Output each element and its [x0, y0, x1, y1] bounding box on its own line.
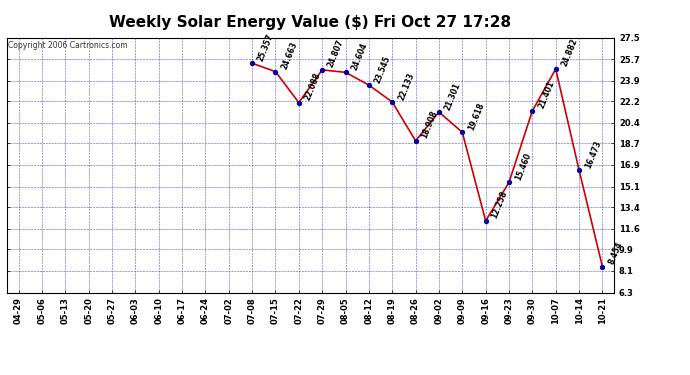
- Text: 18.908: 18.908: [420, 110, 439, 140]
- Text: 8.454: 8.454: [607, 240, 624, 266]
- Text: 24.807: 24.807: [326, 39, 346, 69]
- Point: [597, 264, 608, 270]
- Text: 22.133: 22.133: [397, 71, 415, 101]
- Point: [433, 109, 444, 115]
- Point: [386, 99, 397, 105]
- Text: 24.663: 24.663: [279, 40, 299, 71]
- Text: 21.401: 21.401: [537, 80, 555, 110]
- Text: 24.604: 24.604: [350, 41, 369, 72]
- Point: [573, 167, 584, 173]
- Point: [293, 100, 304, 106]
- Text: 19.618: 19.618: [466, 101, 486, 132]
- Text: 25.357: 25.357: [256, 32, 275, 63]
- Text: 22.088: 22.088: [303, 71, 322, 102]
- Text: 21.301: 21.301: [443, 81, 462, 111]
- Text: 16.473: 16.473: [583, 139, 602, 170]
- Point: [457, 129, 468, 135]
- Text: 24.882: 24.882: [560, 38, 579, 68]
- Point: [246, 60, 257, 66]
- Point: [270, 69, 281, 75]
- Point: [410, 138, 421, 144]
- Point: [550, 66, 561, 72]
- Text: Copyright 2006 Cartronics.com: Copyright 2006 Cartronics.com: [8, 41, 128, 50]
- Point: [364, 82, 375, 88]
- Text: 23.545: 23.545: [373, 54, 392, 84]
- Point: [504, 179, 515, 185]
- Point: [340, 69, 351, 75]
- Text: 12.258: 12.258: [490, 190, 509, 220]
- Text: Weekly Solar Energy Value ($) Fri Oct 27 17:28: Weekly Solar Energy Value ($) Fri Oct 27…: [110, 15, 511, 30]
- Point: [527, 108, 538, 114]
- Point: [480, 218, 491, 224]
- Text: 15.460: 15.460: [513, 151, 533, 182]
- Point: [317, 67, 328, 73]
